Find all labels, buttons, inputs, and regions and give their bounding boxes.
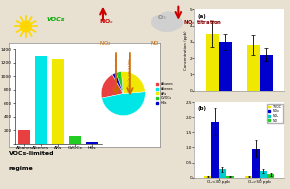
Ellipse shape xyxy=(151,15,169,29)
Wedge shape xyxy=(101,74,123,98)
Bar xyxy=(70,136,81,144)
Bar xyxy=(219,169,226,178)
Bar xyxy=(252,149,260,178)
Bar xyxy=(267,174,274,178)
Wedge shape xyxy=(112,73,123,94)
Ellipse shape xyxy=(155,21,178,31)
Bar xyxy=(86,142,97,144)
Y-axis label: Concentration (ppb): Concentration (ppb) xyxy=(184,30,188,70)
Legend: TVOC, NOx, NO₂, NO: TVOC, NOx, NO₂, NO xyxy=(267,104,282,123)
Text: regime: regime xyxy=(9,166,33,171)
Wedge shape xyxy=(122,71,145,94)
Ellipse shape xyxy=(167,17,182,29)
Text: VOCs-limited: VOCs-limited xyxy=(9,151,54,156)
Text: NO: NO xyxy=(151,41,159,46)
Legend: Alkanes, Alkenes, ARs, OVOCs, HBs: Alkanes, Alkenes, ARs, OVOCs, HBs xyxy=(155,81,174,106)
Bar xyxy=(19,130,30,144)
Wedge shape xyxy=(102,92,145,116)
Text: Industrial emission: Industrial emission xyxy=(115,54,119,91)
Text: Vehicle emission: Vehicle emission xyxy=(128,58,132,91)
Bar xyxy=(211,122,219,178)
Bar xyxy=(206,34,219,91)
Text: O$_3$: O$_3$ xyxy=(157,13,166,22)
Bar xyxy=(260,171,267,178)
Text: NO$_x$ titration: NO$_x$ titration xyxy=(183,19,222,27)
Text: (b): (b) xyxy=(198,106,207,111)
Circle shape xyxy=(21,21,32,32)
Wedge shape xyxy=(116,72,123,94)
Ellipse shape xyxy=(159,12,178,27)
Text: NO$_x$: NO$_x$ xyxy=(99,17,114,26)
Bar xyxy=(35,56,46,144)
Text: (a): (a) xyxy=(198,14,207,19)
Text: VOCs: VOCs xyxy=(46,17,65,22)
Bar xyxy=(260,55,273,91)
Bar xyxy=(52,59,64,144)
Bar xyxy=(204,176,211,178)
Text: NO$_2$: NO$_2$ xyxy=(99,39,111,48)
Bar xyxy=(219,42,232,91)
Bar xyxy=(245,176,252,178)
Bar xyxy=(246,45,260,91)
Bar xyxy=(226,176,233,178)
